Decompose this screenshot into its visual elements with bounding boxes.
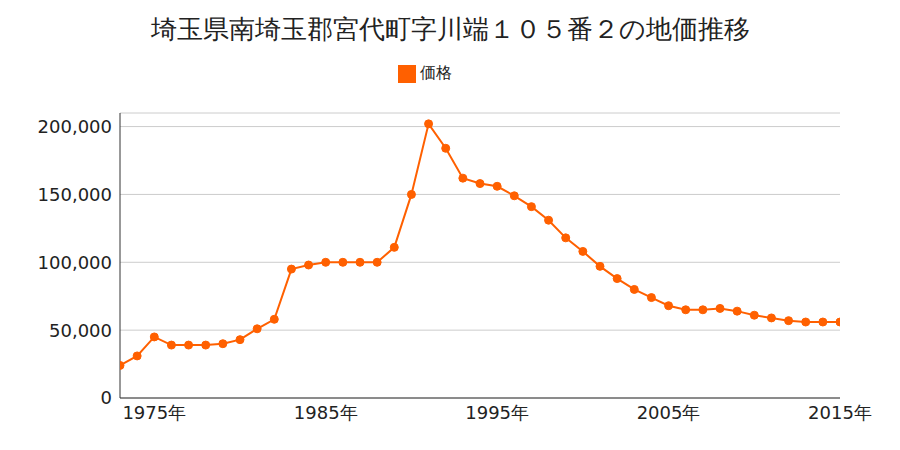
html-text:価格: 価格 <box>420 63 452 82</box>
svg-text:100,000: 100,000 <box>38 252 112 273</box>
svg-text:150,000: 150,000 <box>38 184 112 205</box>
svg-text:200,000: 200,000 <box>38 116 112 137</box>
svg-text:1975年: 1975年 <box>122 402 186 423</box>
svg-text:50,000: 50,000 <box>49 320 112 341</box>
svg-text:1995年: 1995年 <box>465 402 529 423</box>
html-text:埼玉県南埼玉郡宮代町字川端１０５番２の地価推移: 埼玉県南埼玉郡宮代町字川端１０５番２の地価推移 <box>150 14 750 44</box>
svg-text:2015年: 2015年 <box>808 402 872 423</box>
svg-text:0: 0 <box>101 387 112 408</box>
svg-text:2005年: 2005年 <box>637 402 701 423</box>
svg-text:1985年: 1985年 <box>294 402 358 423</box>
